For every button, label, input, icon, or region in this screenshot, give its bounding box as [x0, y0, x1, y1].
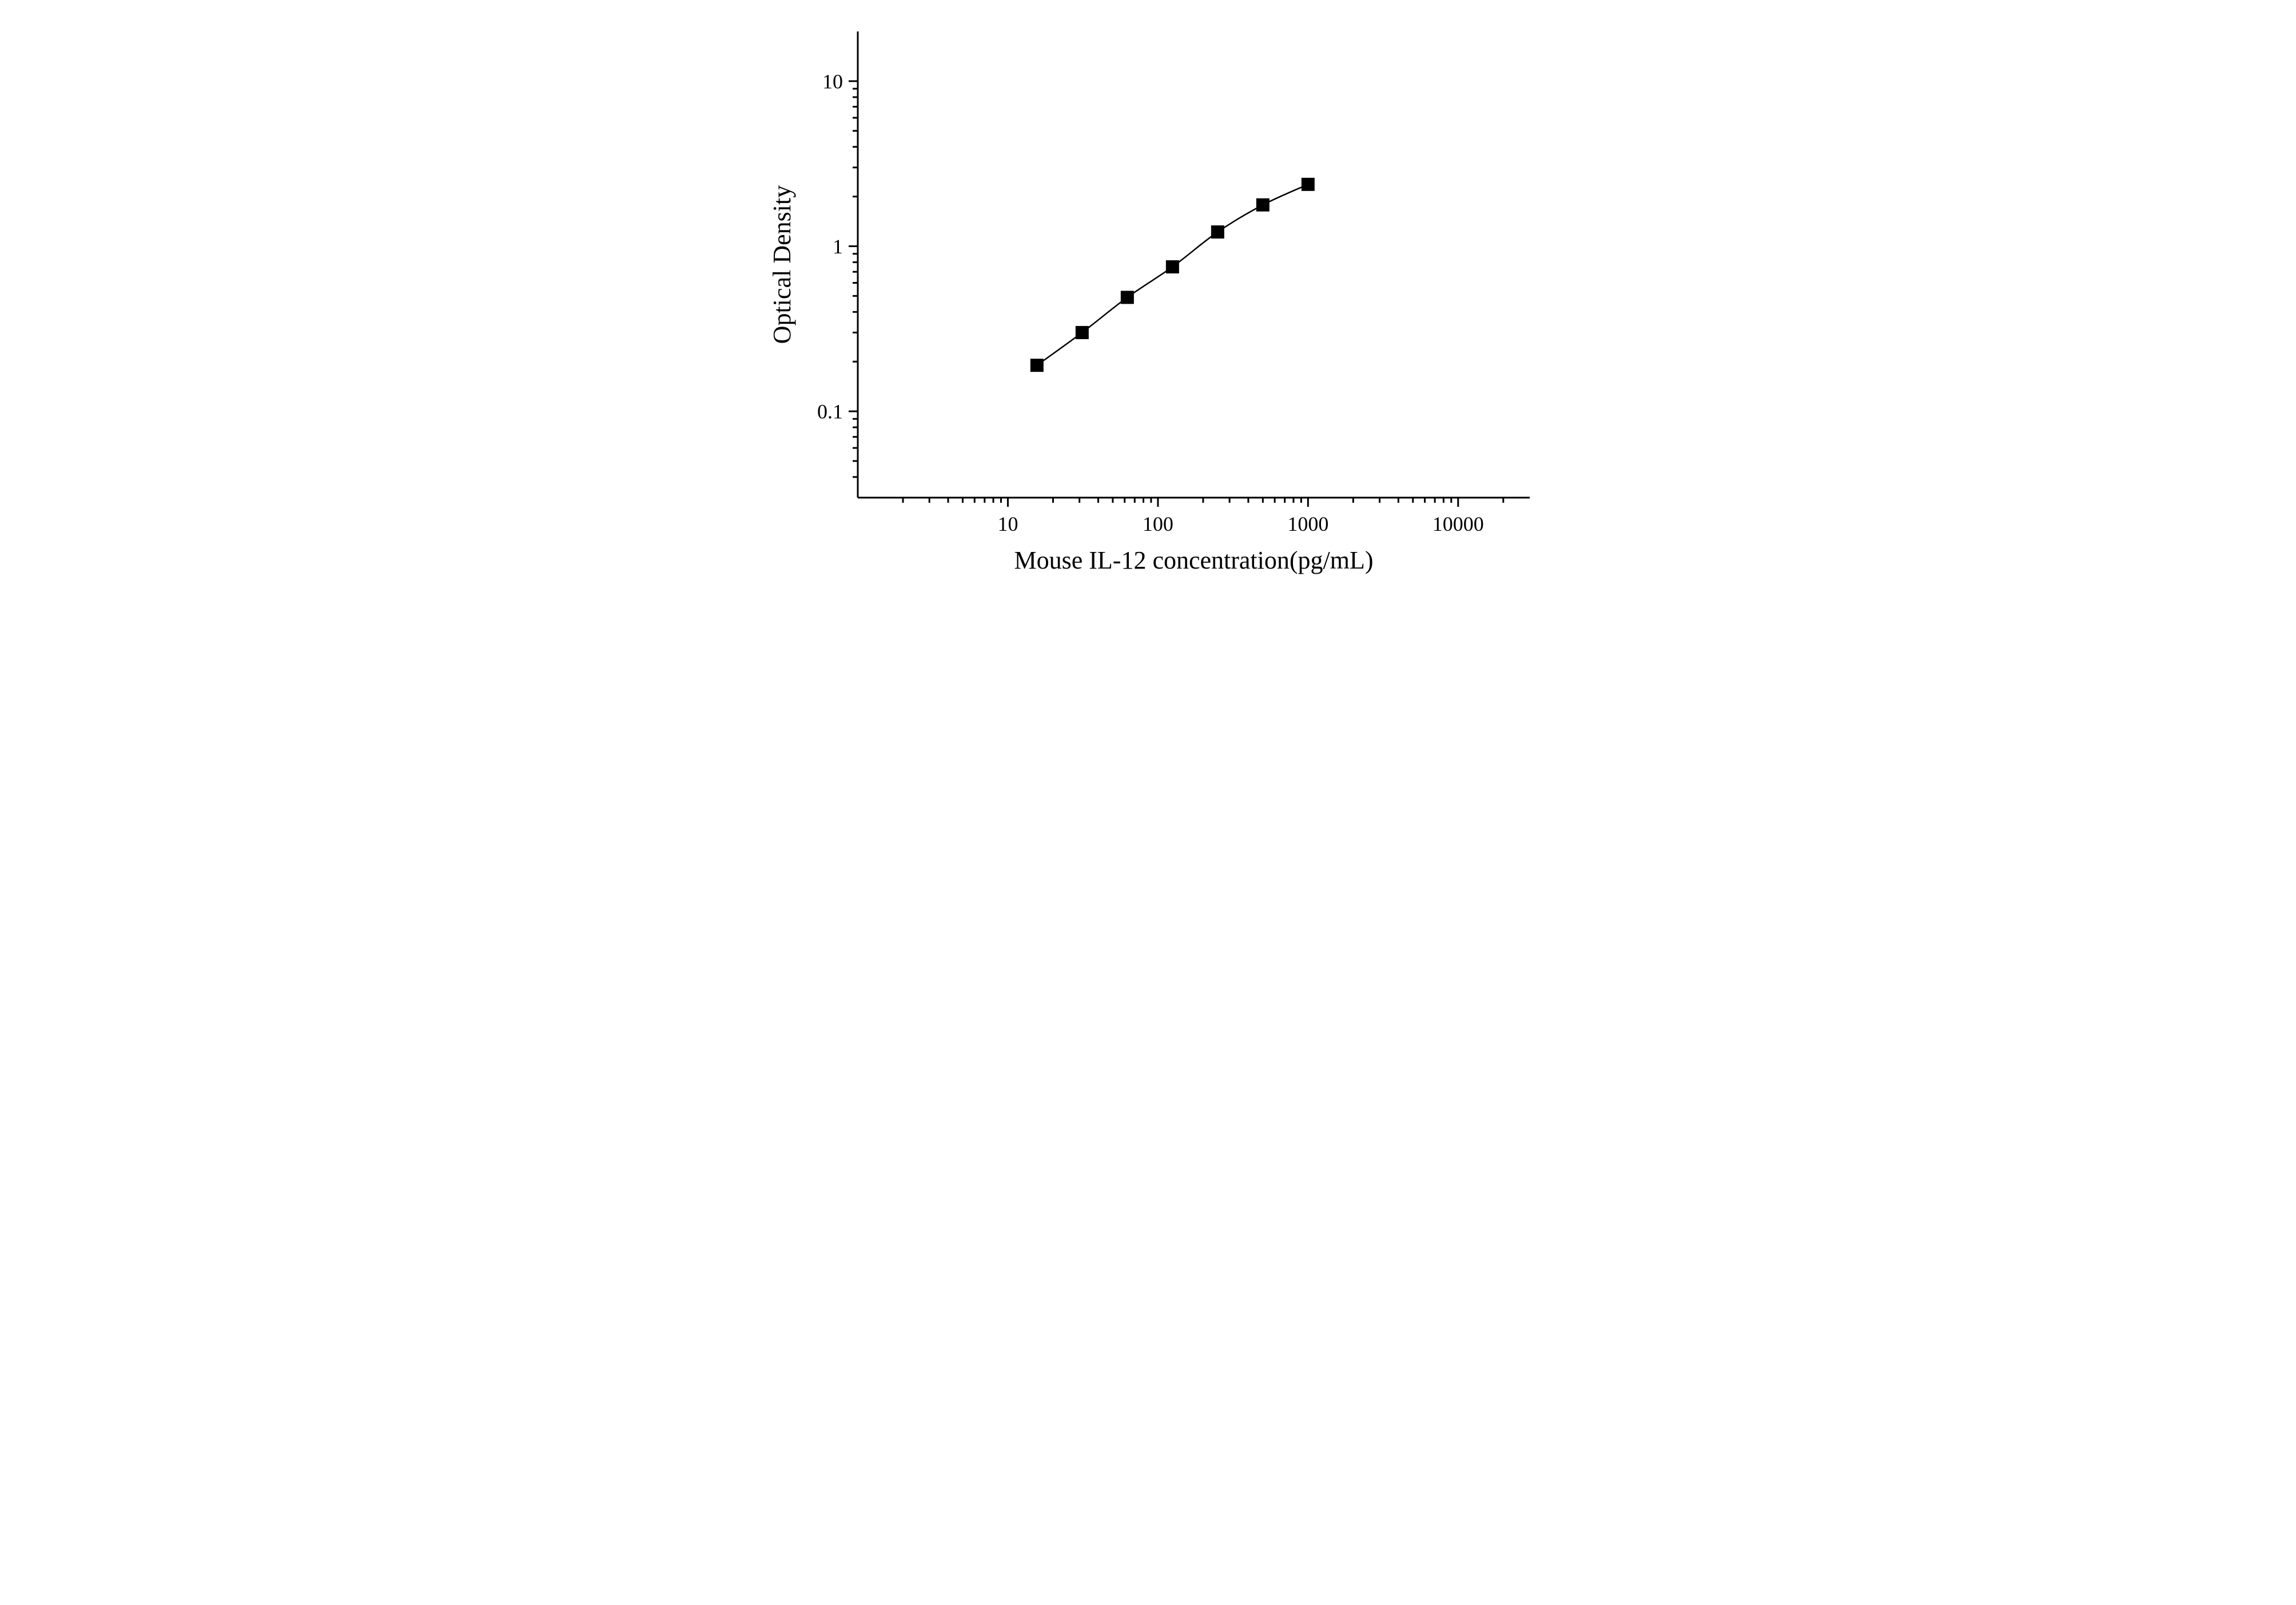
data-marker: [1256, 198, 1269, 211]
data-marker: [1166, 261, 1179, 273]
y-tick-label: 1: [833, 235, 843, 258]
y-axis-label: Optical Density: [768, 185, 796, 344]
data-marker: [1076, 326, 1088, 339]
chart-container: 10 100 1000 10000 0.1 1 10 Mouse IL-12 concentr…: [718, 0, 1578, 602]
x-tick-label: 100: [1143, 513, 1173, 535]
y-tick-label: 10: [822, 70, 843, 93]
x-axis-label: Mouse IL-12 concentration(pg/mL): [1014, 546, 1373, 574]
x-tick-label: 10000: [1432, 513, 1484, 535]
x-tick-label: 10: [997, 513, 1018, 535]
data-marker: [1211, 226, 1224, 239]
x-tick-label: 1000: [1287, 513, 1328, 535]
y-tick-label: 0.1: [817, 400, 843, 423]
data-marker: [1302, 178, 1314, 190]
data-marker: [1030, 359, 1043, 372]
standard-curve-chart: 10 100 1000 10000 0.1 1 10 Mouse IL-12 concentr…: [718, 0, 1578, 602]
data-marker: [1121, 291, 1133, 304]
